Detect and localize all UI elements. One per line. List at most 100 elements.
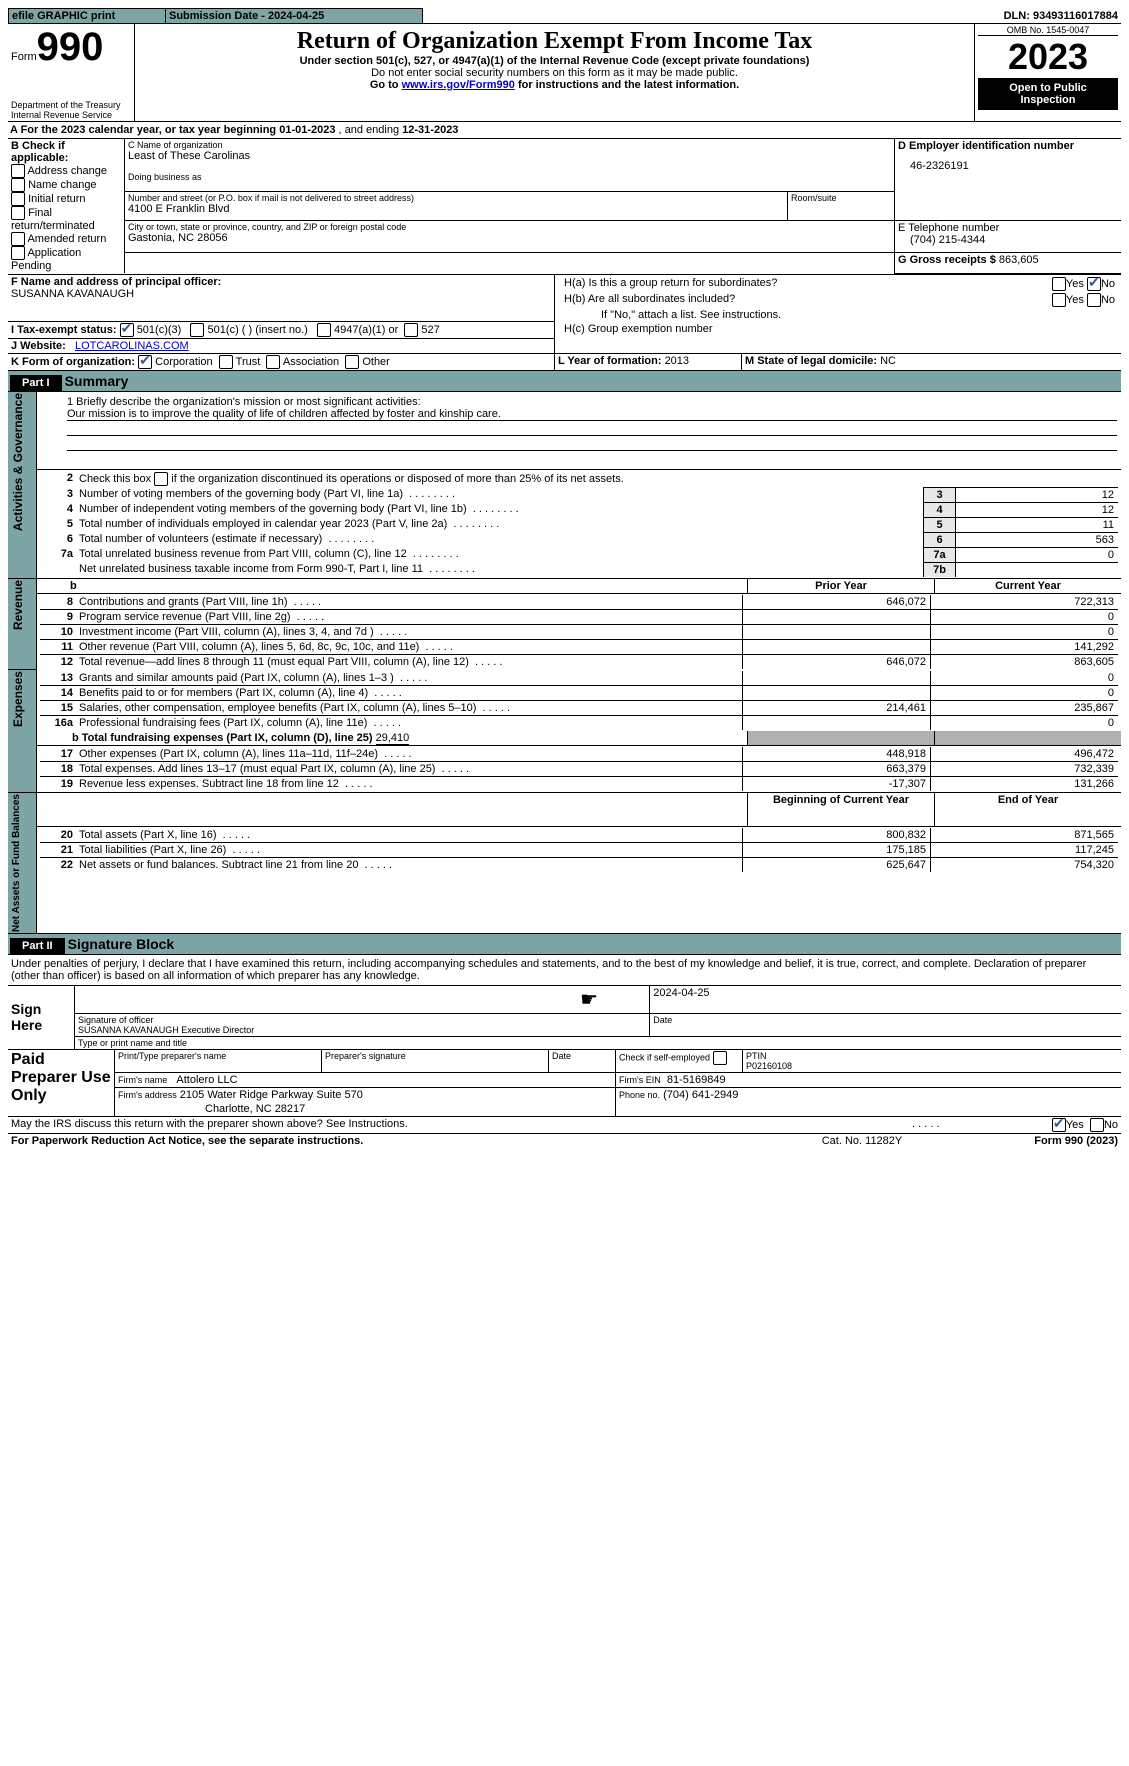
footer: For Paperwork Reduction Act Notice, see … — [8, 1134, 1121, 1148]
m-label: M State of legal domicile: — [745, 355, 880, 367]
i-label: I Tax-exempt status: — [11, 323, 117, 335]
cb-name-change[interactable] — [11, 178, 25, 192]
declaration: Under penalties of perjury, I declare th… — [8, 955, 1121, 986]
line-a-pre: A For the 2023 calendar year, or tax yea… — [10, 124, 279, 136]
form-number: 990 — [37, 25, 104, 69]
cb-discuss-no[interactable] — [1090, 1118, 1104, 1132]
cb-other[interactable] — [345, 355, 359, 369]
cb-initial[interactable] — [11, 192, 25, 206]
website[interactable]: LOTCAROLINAS.COM — [75, 340, 189, 352]
phone-label: Phone no. — [619, 1090, 660, 1100]
hdr-prior: Prior Year — [748, 578, 935, 593]
d-label: D Employer identification number — [898, 140, 1118, 152]
hdr-curr: Current Year — [935, 578, 1122, 593]
warn: Do not enter social security numbers on … — [138, 67, 971, 79]
goto-pre: Go to — [370, 79, 402, 91]
tax-year: 2023 — [978, 36, 1118, 78]
cb-501c[interactable] — [190, 323, 204, 337]
l16b-pre: b Total fundraising expenses (Part IX, c… — [72, 732, 376, 744]
paid-prep-title: Paid Preparer Use Only — [8, 1050, 115, 1117]
side-na: Net Assets or Fund Balances — [11, 794, 22, 932]
part2-label: Signature Block — [68, 936, 175, 952]
hdr-boy: Beginning of Current Year — [748, 792, 935, 826]
cb-discuss-yes[interactable] — [1052, 1118, 1066, 1132]
sig-date: 2024-04-25 — [650, 986, 1121, 1014]
dba-label: Doing business as — [128, 172, 891, 182]
line-a-mid: , and ending — [335, 124, 402, 136]
discuss-label: May the IRS discuss this return with the… — [8, 1117, 909, 1134]
part1-title: Part I — [10, 375, 62, 391]
g-label: G Gross receipts $ — [898, 254, 996, 266]
form-label: Form — [11, 51, 37, 63]
omb: OMB No. 1545-0047 — [978, 25, 1118, 36]
form-title: Return of Organization Exempt From Incom… — [138, 28, 971, 55]
cb-addr-change[interactable] — [11, 164, 25, 178]
street-label: Number and street (or P.O. box if mail i… — [128, 193, 784, 203]
side-ag: Activities & Governance — [11, 393, 25, 531]
entity-block: B Check if applicable: Address change Na… — [8, 139, 1121, 274]
org-name: Least of These Carolinas — [128, 150, 891, 162]
cb-hb-no[interactable] — [1087, 293, 1101, 307]
discuss-row: May the IRS discuss this return with the… — [8, 1117, 1121, 1134]
cb-corp[interactable] — [138, 355, 152, 369]
sign-block: Sign Here ☛ 2024-04-25 Signature of offi… — [8, 986, 1121, 1050]
efile-btn[interactable]: efile GRAPHIC print — [9, 9, 166, 24]
h-note: If "No," attach a list. See instructions… — [561, 308, 1118, 322]
cb-4947[interactable] — [317, 323, 331, 337]
ein: 46-2326191 — [898, 152, 1118, 172]
type-label: Type or print name and title — [75, 1036, 1122, 1049]
c-name-label: C Name of organization — [128, 140, 891, 150]
preparer-block: Paid Preparer Use Only Print/Type prepar… — [8, 1050, 1121, 1117]
part1-body: Activities & Governance 1 Briefly descri… — [8, 392, 1121, 933]
prep-date-label: Date — [549, 1050, 616, 1073]
cb-trust[interactable] — [219, 355, 233, 369]
j-label: J Website: — [11, 340, 66, 352]
klm-block: K Form of organization: Corporation Trus… — [8, 353, 1121, 371]
gross-receipts: 863,605 — [999, 254, 1039, 266]
street: 4100 E Franklin Blvd — [128, 203, 784, 215]
cb-ha-yes[interactable] — [1052, 277, 1066, 291]
topbar: efile GRAPHIC print Submission Date - 20… — [8, 8, 1121, 24]
l16b-val: 29,410 — [376, 732, 410, 745]
cb-ha-no[interactable] — [1087, 277, 1101, 291]
firm-ein: 81-5169849 — [667, 1074, 726, 1086]
prep-sig-label: Preparer's signature — [322, 1050, 549, 1073]
city: Gastonia, NC 28056 — [128, 232, 891, 244]
tax-end: 12-31-2023 — [402, 124, 458, 136]
cb-self-emp[interactable] — [713, 1051, 727, 1065]
tax-begin: 01-01-2023 — [279, 124, 335, 136]
cb-assoc[interactable] — [266, 355, 280, 369]
part2-title: Part II — [10, 938, 65, 954]
footer-r: Form 990 (2023) — [965, 1134, 1121, 1148]
cb-app-pending[interactable] — [11, 246, 25, 260]
ptin-label: PTIN — [746, 1051, 767, 1061]
hb-label: H(b) Are all subordinates included? — [561, 292, 827, 308]
firm-name: Attolero LLC — [176, 1074, 237, 1086]
hdr-eoy: End of Year — [935, 792, 1122, 826]
cb-hb-yes[interactable] — [1052, 293, 1066, 307]
goto-post: for instructions and the latest informat… — [515, 79, 739, 91]
sign-here: Sign Here — [8, 986, 75, 1050]
fhij-block: F Name and address of principal officer:… — [8, 274, 1121, 353]
dept: Department of the Treasury Internal Reve… — [11, 100, 131, 120]
prep-name-label: Print/Type preparer's name — [115, 1050, 322, 1073]
cb-527[interactable] — [404, 323, 418, 337]
part1-label: Summary — [65, 373, 129, 389]
officer-sig: SUSANNA KAVANAUGH Executive Director — [78, 1025, 254, 1035]
cb-final[interactable] — [11, 206, 25, 220]
footer-m: Cat. No. 11282Y — [759, 1134, 965, 1148]
footer-l: For Paperwork Reduction Act Notice, see … — [8, 1134, 759, 1148]
mission: Our mission is to improve the quality of… — [67, 408, 1117, 421]
e-label: E Telephone number — [898, 222, 1118, 234]
open-inspection: Open to Public Inspection — [978, 78, 1118, 110]
hc-label: H(c) Group exemption number — [561, 322, 1118, 336]
cb-501c3[interactable] — [120, 323, 134, 337]
sig-label: Signature of officer — [78, 1015, 153, 1025]
officer-name: SUSANNA KAVANAUGH — [11, 288, 551, 300]
dln-label: DLN: — [1004, 10, 1030, 22]
cb-amended[interactable] — [11, 232, 25, 246]
side-exp: Expenses — [11, 671, 25, 727]
goto-link[interactable]: www.irs.gov/Form990 — [402, 79, 515, 91]
firm-addr1: 2105 Water Ridge Parkway Suite 570 — [180, 1089, 363, 1101]
form-header: Form990 Department of the Treasury Inter… — [8, 24, 1121, 122]
